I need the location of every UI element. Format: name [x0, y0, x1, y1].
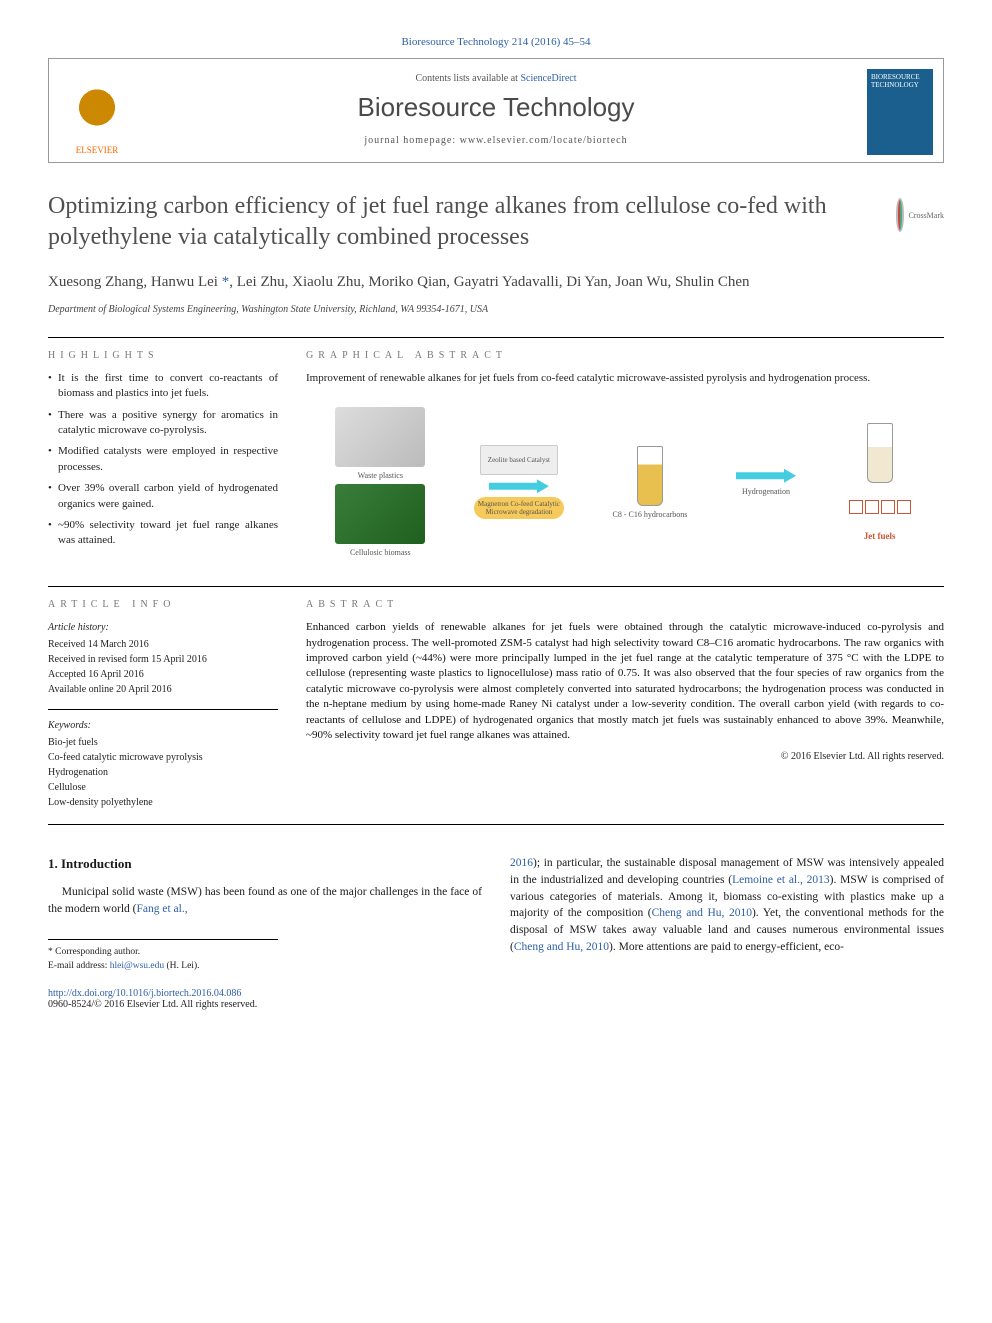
article-history-head: Article history:: [48, 620, 278, 635]
contents-prefix: Contents lists available at: [415, 73, 520, 84]
highlights-label: HIGHLIGHTS: [48, 350, 278, 361]
received-date: Received 14 March 2016: [48, 637, 278, 652]
magnetron-box: Magnetron Co-feed Catalytic Microwave de…: [474, 497, 564, 519]
highlight-item: Modified catalysts were employed in resp…: [48, 444, 278, 475]
molecule-icon: [845, 487, 915, 527]
email-suffix: (H. Lei).: [164, 961, 199, 971]
highlight-item: There was a positive synergy for aromati…: [48, 408, 278, 439]
keyword: Co-feed catalytic microwave pyrolysis: [48, 750, 278, 765]
issn-copyright: 0960-8524/© 2016 Elsevier Ltd. All right…: [48, 999, 944, 1010]
article-info-label: ARTICLE INFO: [48, 599, 278, 610]
graphical-abstract-figure: Waste plastics Cellulosic biomass Zeolit…: [306, 394, 944, 570]
zeolite-catalyst-box: Zeolite based Catalyst: [480, 445, 558, 475]
keyword: Cellulose: [48, 780, 278, 795]
sciencedirect-link[interactable]: ScienceDirect: [520, 73, 576, 84]
intro-heading: 1. Introduction: [48, 855, 482, 874]
highlights-list: It is the first time to convert co-react…: [48, 371, 278, 549]
hydrocarbons-label: C8 - C16 hydrocarbons: [613, 510, 688, 519]
intro-paragraph: Municipal solid waste (MSW) has been fou…: [48, 884, 482, 917]
biomass-label: Cellulosic biomass: [350, 548, 411, 557]
email-label: E-mail address:: [48, 961, 110, 971]
elsevier-logo: ELSEVIER: [59, 69, 135, 155]
intro-text: Municipal solid waste (MSW) has been fou…: [48, 886, 482, 915]
journal-reference: Bioresource Technology 214 (2016) 45–54: [48, 36, 944, 48]
abstract-copyright: © 2016 Elsevier Ltd. All rights reserved…: [306, 751, 944, 762]
citation-link[interactable]: Fang et al.,: [136, 903, 187, 915]
intro-paragraph-cont: 2016); in particular, the sustainable di…: [510, 855, 944, 955]
jetfuels-label: Jet fuels: [864, 531, 896, 541]
crossmark-badge[interactable]: CrossMark: [896, 191, 944, 239]
elsevier-label: ELSEVIER: [76, 145, 119, 155]
divider: [48, 337, 944, 338]
journal-cover-thumbnail: BIORESOURCE TECHNOLOGY: [867, 69, 933, 155]
citation-link[interactable]: 2016: [510, 857, 533, 869]
abstract-text: Enhanced carbon yields of renewable alka…: [306, 620, 944, 743]
corresponding-note: * Corresponding author.: [48, 946, 278, 960]
accepted-date: Accepted 16 April 2016: [48, 667, 278, 682]
citation-link[interactable]: Cheng and Hu, 2010: [652, 907, 752, 919]
vial-raw-icon: [637, 446, 663, 506]
elsevier-tree-icon: [69, 85, 125, 141]
vial-product-icon: [867, 423, 893, 483]
citation-link[interactable]: Lemoine et al., 2013: [732, 874, 830, 886]
hydrogenation-label: Hydrogenation: [742, 487, 790, 496]
waste-plastics-image: [335, 407, 425, 467]
waste-plastics-label: Waste plastics: [358, 471, 403, 480]
biomass-image: [335, 484, 425, 544]
article-info-block: Article history: Received 14 March 2016 …: [48, 620, 278, 810]
article-title: Optimizing carbon efficiency of jet fuel…: [48, 191, 880, 253]
highlight-item: Over 39% overall carbon yield of hydroge…: [48, 481, 278, 512]
divider: [48, 709, 278, 710]
author-list: Xuesong Zhang, Hanwu Lei *, Lei Zhu, Xia…: [48, 271, 944, 294]
homepage-prefix: journal homepage:: [364, 135, 459, 146]
divider: [48, 586, 944, 587]
doi-link[interactable]: http://dx.doi.org/10.1016/j.biortech.201…: [48, 988, 944, 999]
citation-link[interactable]: Cheng and Hu, 2010: [514, 941, 609, 953]
corresponding-email[interactable]: hlei@wsu.edu: [110, 961, 164, 971]
keyword: Bio-jet fuels: [48, 735, 278, 750]
affiliation: Department of Biological Systems Enginee…: [48, 304, 944, 315]
intro-text: ). More attentions are paid to energy-ef…: [609, 941, 844, 953]
keyword: Hydrogenation: [48, 765, 278, 780]
authors-text: Xuesong Zhang, Hanwu Lei *, Lei Zhu, Xia…: [48, 274, 750, 290]
divider: [48, 824, 944, 825]
highlight-item: ~90% selectivity toward jet fuel range a…: [48, 518, 278, 549]
journal-homepage: journal homepage: www.elsevier.com/locat…: [149, 135, 843, 146]
arrow-icon: [736, 469, 796, 483]
contents-list-line: Contents lists available at ScienceDirec…: [149, 73, 843, 84]
online-date: Available online 20 April 2016: [48, 682, 278, 697]
highlight-item: It is the first time to convert co-react…: [48, 371, 278, 402]
arrow-icon: [489, 479, 549, 493]
footnote-block: * Corresponding author. E-mail address: …: [48, 939, 278, 974]
graphical-abstract-label: GRAPHICAL ABSTRACT: [306, 350, 944, 361]
homepage-url[interactable]: www.elsevier.com/locate/biortech: [460, 135, 628, 146]
revised-date: Received in revised form 15 April 2016: [48, 652, 278, 667]
crossmark-icon: [896, 198, 904, 232]
crossmark-label: CrossMark: [908, 211, 944, 220]
corresponding-star-icon: *: [222, 274, 230, 290]
abstract-label: ABSTRACT: [306, 599, 944, 610]
graphical-caption: Improvement of renewable alkanes for jet…: [306, 371, 944, 386]
journal-header-box: ELSEVIER BIORESOURCE TECHNOLOGY Contents…: [48, 58, 944, 163]
keywords-head: Keywords:: [48, 718, 278, 733]
journal-name: Bioresource Technology: [149, 92, 843, 123]
keyword: Low-density polyethylene: [48, 795, 278, 810]
